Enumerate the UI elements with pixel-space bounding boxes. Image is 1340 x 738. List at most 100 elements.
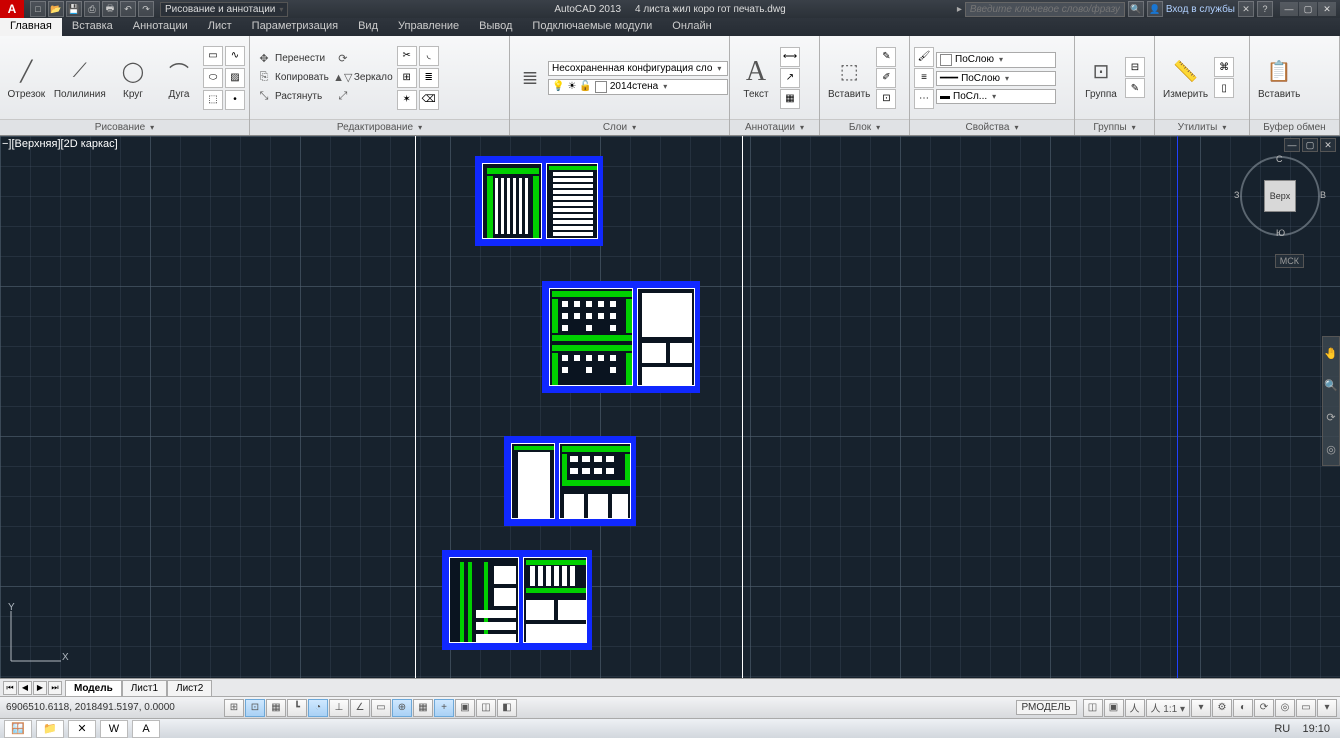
taskbar-item[interactable]: 🪟 [4,720,32,738]
linetype-dropdown[interactable]: ━━━ПоСлою [936,71,1056,86]
close-button[interactable]: ✕ [1318,2,1336,16]
panel-annot-title[interactable]: Аннотации [730,119,819,135]
status-toggle[interactable]: ⊡ [245,699,265,717]
polyline-button[interactable]: ⟋Полилиния [51,54,109,102]
zoom-icon[interactable]: 🔍 [1324,379,1338,392]
lineweight-dropdown[interactable]: ▬ПоСл... [936,89,1056,104]
taskbar-item[interactable]: ✕ [68,720,96,738]
redo-icon[interactable]: ↷ [138,1,154,17]
create-block-icon[interactable]: ✎ [876,47,896,67]
arc-button[interactable]: ⌒Дуга [157,54,201,102]
viewcube-w[interactable]: З [1234,190,1239,200]
help-icon[interactable]: ? [1257,1,1273,17]
layout-prev[interactable]: ◀ [18,681,32,695]
status-right-btn[interactable]: ▾ [1191,699,1211,717]
panel-utils-title[interactable]: Утилиты [1155,119,1249,135]
ellipse-icon[interactable]: ⬭ [203,68,223,88]
circle-button[interactable]: ◯Круг [111,54,155,102]
plot-icon[interactable]: 🖶 [102,1,118,17]
tab-Лист[interactable]: Лист [198,18,242,36]
maximize-button[interactable]: ▢ [1299,2,1317,16]
viewcube-n[interactable]: С [1276,154,1283,164]
taskbar-item[interactable]: 📁 [36,720,64,738]
edit-block-icon[interactable]: ✐ [876,68,896,88]
saveas-icon[interactable]: ⎙ [84,1,100,17]
status-right-btn[interactable]: ◎ [1275,699,1295,717]
status-toggle[interactable]: ▣ [455,699,475,717]
status-toggle[interactable]: ◔ [308,699,328,717]
viewcube-face[interactable]: Верх [1264,180,1296,212]
match-props-icon[interactable]: 🖌 [914,47,934,67]
panel-modify-title[interactable]: Редактирование [250,119,509,135]
exchange-icon[interactable]: ✕ [1238,1,1254,17]
text-button[interactable]: AТекст [734,54,778,102]
doc-close-button[interactable]: ✕ [1320,138,1336,152]
taskbar-item[interactable]: W [100,720,128,738]
tab-Вид[interactable]: Вид [348,18,388,36]
open-icon[interactable]: 📂 [48,1,64,17]
rect-icon[interactable]: ▭ [203,46,223,66]
orbit-icon[interactable]: ⟳ [1326,411,1335,424]
insert-block-button[interactable]: ⬚Вставить [824,54,874,102]
point-icon[interactable]: • [225,90,245,110]
tab-Вывод[interactable]: Вывод [469,18,522,36]
panel-props-title[interactable]: Свойства [910,119,1074,135]
hatch-icon[interactable]: ▨ [225,68,245,88]
status-right-btn[interactable]: ◐ [1233,699,1253,717]
panel-block-title[interactable]: Блок [820,119,909,135]
anno-scale[interactable]: 人 1:1 ▾ [1146,699,1190,717]
user-icon[interactable]: 👤 [1147,1,1163,17]
layout-last[interactable]: ⏭ [48,681,62,695]
status-toggle[interactable]: ◧ [497,699,517,717]
viewport-label[interactable]: −][Верхняя][2D каркас] [2,138,118,150]
stretch-button[interactable]: ⤡Растянуть [254,88,331,106]
table-icon[interactable]: ▦ [780,89,800,109]
wcs-label[interactable]: МСК [1275,254,1304,268]
doc-min-button[interactable]: — [1284,138,1300,152]
ungroup-icon[interactable]: ⊟ [1125,57,1145,77]
layout-tab-Лист2[interactable]: Лист2 [167,680,212,696]
layout-first[interactable]: ⏮ [3,681,17,695]
search-input[interactable] [965,2,1125,17]
color-dropdown[interactable]: ПоСлою [936,52,1056,68]
offset-icon[interactable]: ≣ [419,68,439,88]
status-toggle[interactable]: ┗ [287,699,307,717]
fillet-icon[interactable]: ◟ [419,46,439,66]
status-toggle[interactable]: ▦ [266,699,286,717]
taskbar-lang[interactable]: RU [1274,723,1290,735]
new-icon[interactable]: □ [30,1,46,17]
tab-Параметризация[interactable]: Параметризация [242,18,348,36]
layout-next[interactable]: ▶ [33,681,47,695]
tab-Аннотации[interactable]: Аннотации [123,18,198,36]
erase-icon[interactable]: ⌫ [419,90,439,110]
undo-icon[interactable]: ↶ [120,1,136,17]
pan-icon[interactable]: 🤚 [1324,347,1338,360]
spline-icon[interactable]: ∿ [225,46,245,66]
doc-max-button[interactable]: ▢ [1302,138,1318,152]
help-glyph[interactable]: ▸ [957,4,962,15]
copy-button[interactable]: ⎘Копировать [254,69,331,87]
viewcube[interactable]: Верх С Ю З В [1240,156,1320,236]
groupedit-icon[interactable]: ✎ [1125,78,1145,98]
mirror-button[interactable]: ▲▽Зеркало [333,69,395,87]
drawing-sheet[interactable] [475,156,603,246]
minimize-button[interactable]: — [1280,2,1298,16]
wheel-icon[interactable]: ◎ [1326,443,1336,456]
rotate-button[interactable]: ⟳ [333,50,395,68]
dim-icon[interactable]: ⟷ [780,47,800,67]
tab-Вставка[interactable]: Вставка [62,18,123,36]
taskbar-item[interactable]: A [132,720,160,738]
status-right-btn[interactable]: ⟳ [1254,699,1274,717]
viewcube-e[interactable]: В [1320,190,1326,200]
tab-Подключаемые модули[interactable]: Подключаемые модули [522,18,662,36]
layerprops-button[interactable]: ≣ [514,60,546,96]
layerstate-dropdown[interactable]: Несохраненная конфигурация сло [548,61,728,76]
leader-icon[interactable]: ↗ [780,68,800,88]
attr-block-icon[interactable]: ⊡ [876,89,896,109]
tab-Главная[interactable]: Главная [0,18,62,36]
scale-button[interactable]: ⤢ [333,88,395,106]
status-right-btn[interactable]: ⚙ [1212,699,1232,717]
group-button[interactable]: ⊡Группа [1079,54,1123,102]
search-icon[interactable]: 🔍 [1128,1,1144,17]
panel-layers-title[interactable]: Слои [510,119,729,135]
